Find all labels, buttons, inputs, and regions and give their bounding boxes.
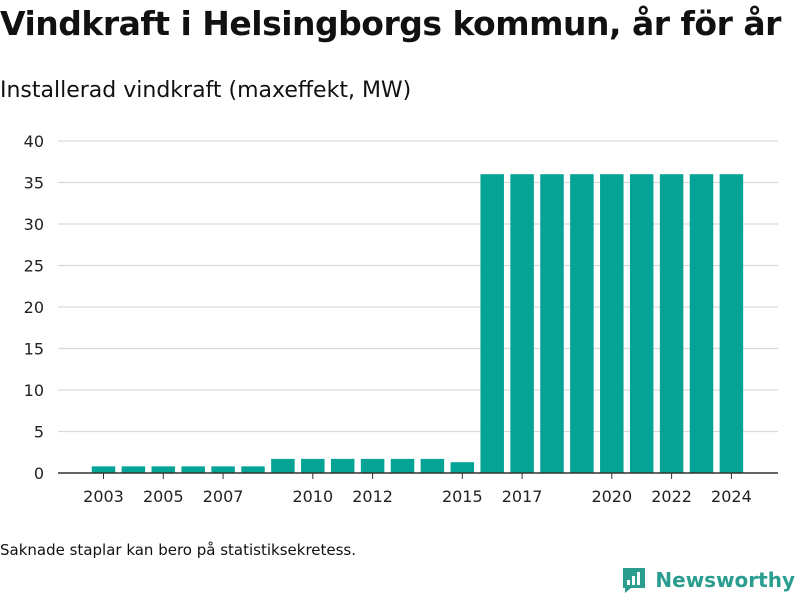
bar-2010 bbox=[301, 458, 325, 473]
brand-logo[interactable]: Newsworthy bbox=[621, 566, 795, 594]
bar-2007 bbox=[211, 466, 235, 473]
x-tick-label: 2012 bbox=[352, 487, 393, 506]
brand-name: Newsworthy bbox=[655, 568, 795, 592]
x-tick-label: 2015 bbox=[442, 487, 483, 506]
y-tick-label: 15 bbox=[24, 340, 44, 359]
bar-2008 bbox=[241, 466, 265, 473]
bar-2022 bbox=[659, 174, 684, 473]
bar-2006 bbox=[181, 466, 205, 473]
bar-2020 bbox=[600, 174, 624, 473]
bar-2024 bbox=[719, 174, 744, 473]
x-tick-label: 2017 bbox=[502, 487, 543, 506]
y-tick-label: 25 bbox=[24, 257, 44, 276]
bar-2012 bbox=[360, 458, 385, 473]
bar-2011 bbox=[330, 458, 355, 473]
bar-2017 bbox=[510, 174, 534, 473]
bar-2014 bbox=[420, 458, 445, 473]
bar-2018 bbox=[540, 174, 564, 473]
gridlines bbox=[58, 140, 778, 433]
x-tick-label: 2024 bbox=[711, 487, 752, 506]
y-tick-label: 10 bbox=[24, 381, 44, 400]
bar-2003 bbox=[91, 466, 116, 473]
y-tick-label: 35 bbox=[24, 174, 44, 193]
y-tick-label: 30 bbox=[24, 215, 44, 234]
y-tick-label: 5 bbox=[34, 423, 44, 442]
chart-title: Vindkraft i Helsingborgs kommun, år för … bbox=[0, 4, 781, 43]
bar-chart: 0 5 10 15 20 25 30 35 40 2003 2005 2007 2010 2012 201… bbox=[24, 132, 778, 506]
y-tick-label: 0 bbox=[34, 464, 44, 483]
x-tick-label: 2010 bbox=[292, 487, 333, 506]
bar-2023 bbox=[689, 174, 714, 473]
x-axis-tick-labels: 2003 2005 2007 2010 2012 2015 2017 2020 2022 2024 bbox=[83, 473, 752, 506]
y-axis-tick-labels: 0 5 10 15 20 25 30 35 40 bbox=[24, 132, 44, 483]
bar-2004 bbox=[121, 466, 146, 473]
x-tick-label: 2020 bbox=[591, 487, 632, 506]
bars bbox=[91, 174, 744, 473]
bar-2013 bbox=[390, 458, 415, 473]
bar-2015 bbox=[450, 462, 475, 473]
bar-2009 bbox=[271, 458, 295, 473]
y-tick-label: 20 bbox=[24, 298, 44, 317]
bar-2019 bbox=[570, 174, 594, 473]
newsworthy-logo-icon bbox=[623, 568, 646, 593]
bar-2021 bbox=[629, 174, 654, 473]
chart-subtitle: Installerad vindkraft (maxeffekt, MW) bbox=[0, 78, 412, 103]
bar-2016 bbox=[480, 174, 504, 473]
x-tick-label: 2003 bbox=[83, 487, 124, 506]
bar-2005 bbox=[151, 466, 176, 473]
x-tick-label: 2005 bbox=[143, 487, 184, 506]
x-tick-label: 2007 bbox=[203, 487, 244, 506]
y-tick-label: 40 bbox=[24, 132, 44, 151]
footnote: Saknade staplar kan bero på statistiksek… bbox=[0, 541, 357, 559]
x-tick-label: 2022 bbox=[651, 487, 692, 506]
